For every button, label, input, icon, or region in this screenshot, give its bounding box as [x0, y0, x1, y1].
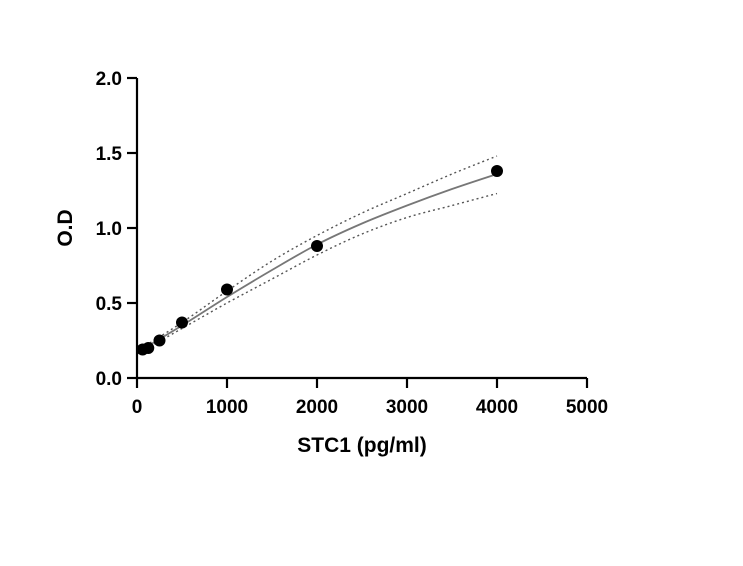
x-tick-label: 4000 [476, 397, 518, 418]
data-point [491, 165, 503, 177]
y-axis: 0.0 0.5 1.0 1.5 2.0 [96, 69, 139, 390]
data-point [221, 283, 233, 296]
y-tick-label: 1.5 [96, 144, 123, 165]
y-axis-ticks: 0.0 0.5 1.0 1.5 2.0 [96, 69, 137, 390]
data-point [311, 240, 323, 252]
data-point [142, 342, 155, 354]
x-axis-title: STC1 (pg/ml) [297, 434, 427, 457]
x-tick-label: 1000 [206, 397, 248, 418]
data-point [176, 316, 188, 329]
x-tick-label: 5000 [566, 397, 608, 418]
confidence-band-upper [136, 155, 498, 352]
y-tick-label: 0.0 [96, 369, 122, 390]
fit-curve [136, 173, 498, 354]
confidence-band-lower [136, 192, 498, 355]
x-tick-label: 3000 [386, 397, 428, 418]
x-tick-label: 0 [132, 397, 143, 418]
y-tick-label: 1.0 [96, 219, 122, 240]
x-tick-label: 2000 [296, 397, 338, 418]
y-tick-label: 2.0 [96, 69, 122, 90]
x-axis-ticks: 0 1000 2000 3000 4000 5000 [132, 378, 608, 418]
y-tick-label: 0.5 [96, 294, 123, 315]
x-axis: 0 1000 2000 3000 4000 5000 [132, 376, 608, 418]
confidence-band [136, 155, 498, 355]
y-axis-title: O.D [54, 209, 77, 246]
data-point [153, 334, 166, 347]
data-points [136, 165, 503, 356]
